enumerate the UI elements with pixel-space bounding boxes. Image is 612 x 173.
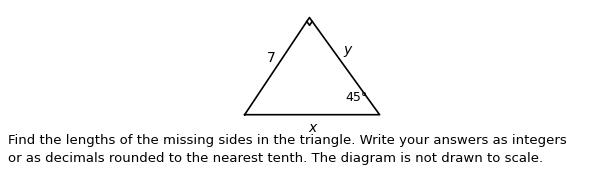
Text: Find the lengths of the missing sides in the triangle. Write your answers as int: Find the lengths of the missing sides in… <box>8 134 567 147</box>
Text: 7: 7 <box>267 51 275 65</box>
Text: x: x <box>308 121 316 135</box>
Text: or as decimals rounded to the nearest tenth. The diagram is not drawn to scale.: or as decimals rounded to the nearest te… <box>8 152 543 165</box>
Text: 45°: 45° <box>346 91 368 104</box>
Text: y: y <box>343 43 351 57</box>
